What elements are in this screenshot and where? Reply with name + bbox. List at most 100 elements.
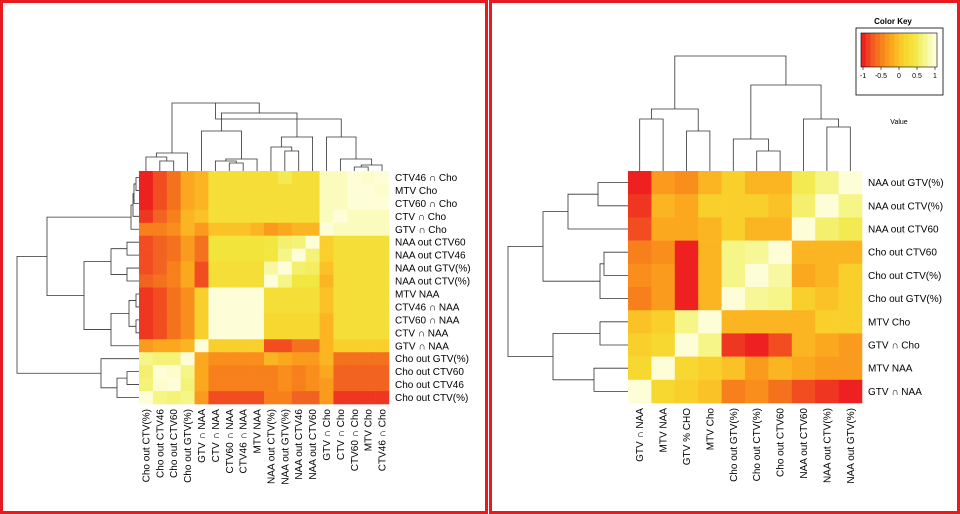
dendrogram-link — [593, 367, 628, 392]
heatmap-cell — [305, 248, 320, 262]
heatmap-cell — [361, 378, 376, 392]
heatmap-cell — [791, 287, 816, 311]
heatmap-cell — [375, 313, 390, 327]
right-row-dendrogram — [507, 182, 628, 392]
heatmap-cell — [305, 261, 320, 275]
heatmap-cell — [333, 352, 348, 366]
heatmap-cell — [745, 194, 769, 218]
heatmap-cell — [166, 378, 181, 392]
heatmap-cell — [347, 378, 362, 392]
heatmap-cell — [250, 261, 265, 275]
heatmap-cell — [139, 196, 154, 211]
heatmap-cell — [768, 171, 793, 195]
heatmap-cell — [166, 248, 181, 262]
column-label: NAA out CTV60 — [308, 409, 319, 480]
heatmap-cell — [180, 209, 195, 224]
heatmap-cell — [319, 222, 334, 237]
heatmap-cell — [698, 379, 722, 404]
heatmap-cell — [375, 326, 390, 340]
heatmap-cell — [139, 352, 154, 366]
heatmap-cell — [375, 196, 390, 211]
left-heatmap-panel: CTV46 ∩ Cho MTV Cho CTV60 ∩ Cho CTV ∩ Cho GT… — [0, 0, 488, 514]
heatmap-cell — [347, 274, 362, 288]
heatmap-cell — [222, 287, 237, 301]
heatmap-cell — [208, 352, 223, 366]
heatmap-cell — [305, 171, 320, 185]
heatmap-cell — [347, 196, 362, 211]
heatmap-cell — [236, 352, 251, 366]
dendrogram-link — [826, 126, 851, 171]
heatmap-cell — [139, 300, 154, 314]
heatmap-cell — [375, 365, 390, 379]
column-label: Cho out CTV60 — [169, 409, 180, 478]
heatmap-cell — [333, 235, 348, 249]
heatmap-cell — [347, 300, 362, 314]
heatmap-cell — [250, 222, 265, 237]
heatmap-cell — [333, 261, 348, 275]
heatmap-cell — [208, 287, 223, 301]
column-label: Cho out CTV(%) — [141, 409, 152, 482]
dendrogram-link — [603, 251, 628, 276]
color-key-swatch — [932, 33, 938, 67]
heatmap-cell — [277, 222, 293, 237]
heatmap-cell — [264, 274, 279, 288]
heatmap-cell — [674, 379, 699, 404]
heatmap-cell — [139, 391, 154, 405]
heatmap-cell — [815, 356, 839, 381]
heatmap-cell — [375, 209, 390, 224]
heatmap-cell — [721, 333, 746, 357]
heatmap-cell — [333, 378, 348, 392]
heatmap-cell — [745, 240, 769, 265]
heatmap-cell — [291, 274, 306, 288]
heatmap-cell — [277, 248, 293, 262]
heatmap-cell — [277, 313, 293, 327]
row-label: CTV46 ∩ Cho — [395, 173, 458, 184]
heatmap-cell — [361, 248, 376, 262]
heatmap-cell — [264, 352, 279, 366]
heatmap-cell — [166, 287, 181, 301]
heatmap-cell — [291, 261, 306, 275]
heatmap-cell — [838, 194, 863, 218]
heatmap-cell — [277, 274, 293, 288]
heatmap-cell — [194, 326, 209, 340]
heatmap-cell — [698, 194, 722, 218]
column-label: NAA out CTV46 — [294, 409, 305, 480]
column-label: MTV Cho — [364, 409, 375, 452]
heatmap-cell — [815, 310, 839, 334]
dendrogram-link — [145, 156, 168, 171]
heatmap-cell — [250, 391, 265, 405]
heatmap-cell — [815, 287, 839, 311]
heatmap-cell — [305, 300, 320, 314]
heatmap-cell — [791, 333, 816, 357]
heatmap-cell — [319, 365, 334, 379]
column-label: Cho out CTV(%) — [752, 408, 763, 481]
heatmap-cell — [250, 300, 265, 314]
dendrogram-link — [280, 136, 314, 171]
heatmap-cell — [277, 171, 293, 185]
heatmap-cell — [264, 261, 279, 275]
row-label: GTV ∩ Cho — [868, 341, 920, 352]
heatmap-cell — [208, 391, 223, 405]
heatmap-cell — [305, 391, 320, 405]
heatmap-cell — [222, 261, 237, 275]
dendrogram-link — [215, 103, 342, 137]
heatmap-cell — [361, 300, 376, 314]
row-label: NAA out CTV46 — [395, 251, 466, 262]
heatmap-cell — [236, 274, 251, 288]
heatmap-cell — [166, 222, 181, 237]
heatmap-cell — [721, 171, 746, 195]
heatmap-cell — [139, 235, 154, 249]
heatmap-cell — [674, 310, 699, 334]
heatmap-cell — [180, 171, 195, 185]
heatmap-cell — [250, 209, 265, 224]
heatmap-cell — [674, 217, 699, 241]
heatmap-cell — [166, 209, 181, 224]
heatmap-cell — [152, 209, 168, 224]
heatmap-cell — [194, 378, 209, 392]
heatmap-cell — [236, 183, 251, 198]
heatmap-cell — [791, 171, 816, 195]
heatmap-cell — [375, 339, 390, 353]
heatmap-cell — [139, 378, 154, 392]
heatmap-cell — [250, 378, 265, 392]
heatmap-cell — [698, 333, 722, 357]
